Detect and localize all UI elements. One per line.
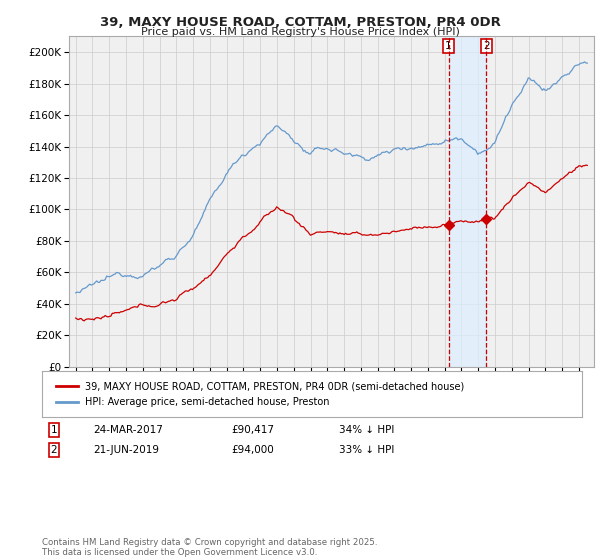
- Text: 33% ↓ HPI: 33% ↓ HPI: [339, 445, 394, 455]
- Text: Price paid vs. HM Land Registry's House Price Index (HPI): Price paid vs. HM Land Registry's House …: [140, 27, 460, 38]
- Text: 24-MAR-2017: 24-MAR-2017: [93, 425, 163, 435]
- Text: 39, MAXY HOUSE ROAD, COTTAM, PRESTON, PR4 0DR: 39, MAXY HOUSE ROAD, COTTAM, PRESTON, PR…: [100, 16, 500, 29]
- Text: £94,000: £94,000: [231, 445, 274, 455]
- Text: 1: 1: [50, 425, 58, 435]
- Text: Contains HM Land Registry data © Crown copyright and database right 2025.
This d: Contains HM Land Registry data © Crown c…: [42, 538, 377, 557]
- Text: 21-JUN-2019: 21-JUN-2019: [93, 445, 159, 455]
- Text: 34% ↓ HPI: 34% ↓ HPI: [339, 425, 394, 435]
- Bar: [449, 36, 486, 367]
- Text: 2: 2: [483, 41, 490, 52]
- Text: 1: 1: [445, 41, 452, 52]
- Text: 2: 2: [50, 445, 58, 455]
- Text: £90,417: £90,417: [231, 425, 274, 435]
- Legend: 39, MAXY HOUSE ROAD, COTTAM, PRESTON, PR4 0DR (semi-detached house), HPI: Averag: 39, MAXY HOUSE ROAD, COTTAM, PRESTON, PR…: [52, 377, 469, 411]
